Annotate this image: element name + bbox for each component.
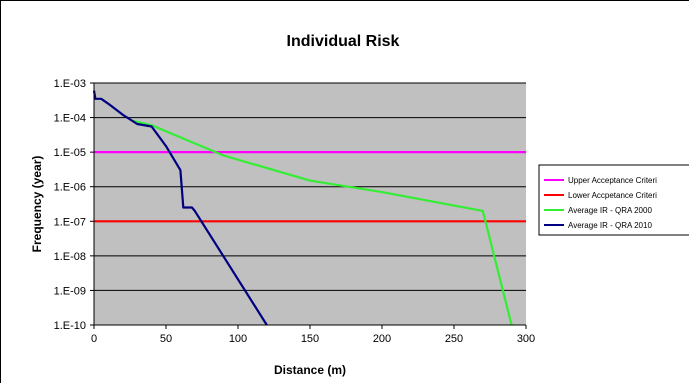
y-tick-label: 1.E-09 xyxy=(54,285,86,297)
plot-area xyxy=(94,83,526,325)
y-tick-label: 1.E-04 xyxy=(54,113,86,125)
legend-box xyxy=(538,164,689,236)
legend: Upper Acceptance Criteri Lower Accpetance… xyxy=(538,164,689,236)
x-tick-label: 200 xyxy=(373,333,391,345)
x-tick-label: 300 xyxy=(517,333,535,345)
y-tick-label: 1.E-06 xyxy=(54,182,86,194)
x-tick-label: 0 xyxy=(91,333,97,345)
x-tick-label: 100 xyxy=(229,333,247,345)
y-tick-label: 1.E-07 xyxy=(54,216,86,228)
y-axis-label: Frequency (year) xyxy=(30,156,44,253)
series-line-average-ir-qra-2010 xyxy=(92,90,268,326)
y-tick-label: 1.E-08 xyxy=(54,251,86,263)
series-lines xyxy=(92,90,526,326)
y-tick-label: 1.E-05 xyxy=(54,147,86,159)
legend-label: Average IR - QRA 2010 xyxy=(568,221,652,230)
y-tick-label: 1.E-03 xyxy=(54,78,86,90)
x-tick-label: 50 xyxy=(160,333,172,345)
series-line-average-ir-qra-2000 xyxy=(132,119,513,326)
y-tick-labels: 1.E-03 1.E-04 1.E-05 1.E-06 1.E-07 1.E-08 1.E-… xyxy=(54,78,94,332)
x-tick-label: 250 xyxy=(445,333,463,345)
x-tick-label: 150 xyxy=(301,333,319,345)
y-tick-label: 1.E-10 xyxy=(54,320,86,332)
x-tick-labels: 0 50 100 150 200 250 300 xyxy=(91,325,535,345)
x-axis-label: Distance (m) xyxy=(274,363,346,377)
legend-label: Upper Acceptance Criteri xyxy=(568,176,657,185)
chart-title: Individual Risk xyxy=(287,33,400,50)
legend-label: Average IR - QRA 2000 xyxy=(568,206,652,215)
legend-label: Lower Accpetance Criteri xyxy=(568,191,657,200)
